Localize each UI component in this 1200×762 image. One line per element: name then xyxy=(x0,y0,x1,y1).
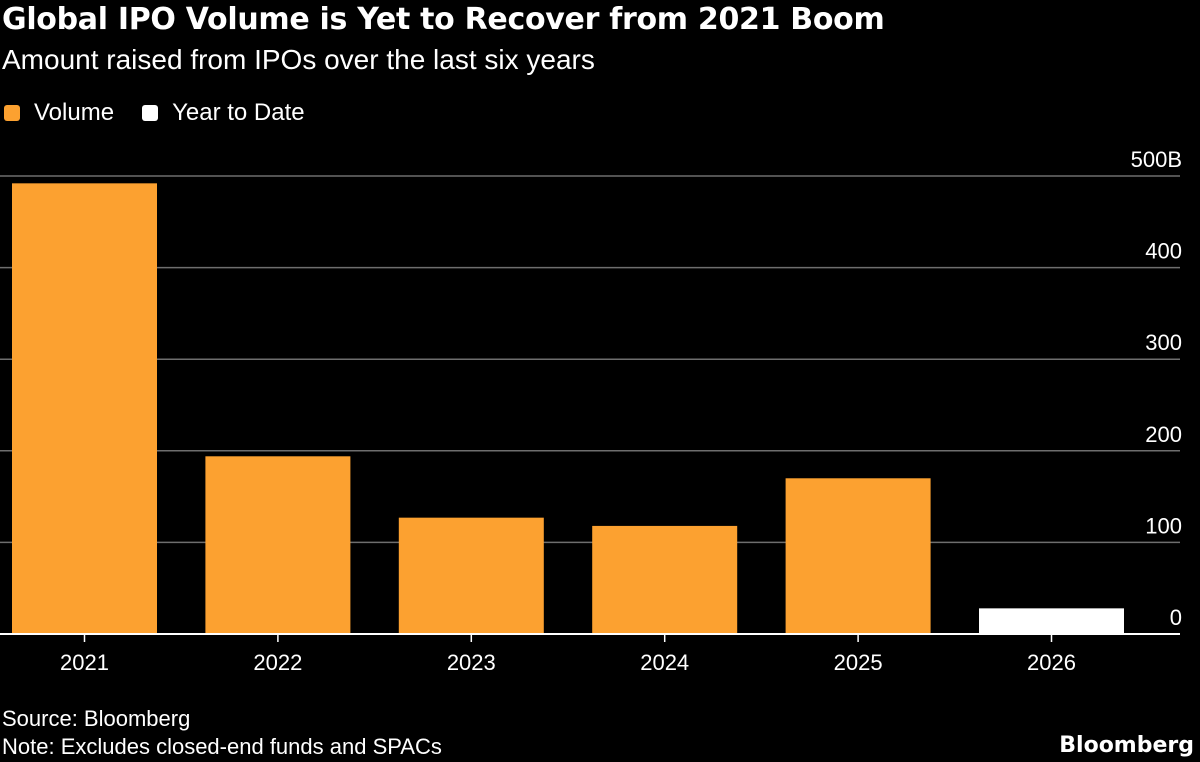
bar-volume-2021 xyxy=(12,183,157,634)
y-tick-label-100: 100 xyxy=(1145,513,1182,538)
x-tick-label-2022: 2022 xyxy=(253,650,302,675)
x-tick-label-2026: 2026 xyxy=(1027,650,1076,675)
chart-legend: Volume Year to Date xyxy=(4,99,333,127)
bloomberg-logo: Bloomberg xyxy=(1059,733,1194,758)
x-tick-label-2021: 2021 xyxy=(60,650,109,675)
y-tick-label-0: 0 xyxy=(1170,605,1182,630)
legend-label-volume: Volume xyxy=(34,99,115,126)
bar-chart: 0 100 200 300 400 500B 2021 2022 2023 2024 2025 202… xyxy=(0,147,1182,675)
y-tick-label-300: 300 xyxy=(1145,330,1182,355)
legend-item-volume: Volume xyxy=(4,99,114,127)
chart-title: Global IPO Volume is Yet to Recover from… xyxy=(2,2,885,37)
chart-subtitle: Amount raised from IPOs over the last si… xyxy=(2,44,595,75)
legend-item-year-to-date: Year to Date xyxy=(142,99,305,127)
y-tick-label-500: 500B xyxy=(1131,147,1182,172)
legend-swatch-year-to-date xyxy=(142,105,159,121)
source-note: Source: Bloomberg xyxy=(2,706,191,731)
bar-volume-2023 xyxy=(398,517,544,634)
legend-label-year-to-date: Year to Date xyxy=(172,99,305,126)
footnote: Note: Excludes closed-end funds and SPAC… xyxy=(2,734,442,759)
bar-volume-2024 xyxy=(592,525,738,634)
x-tick-label-2025: 2025 xyxy=(834,650,883,675)
bar-year-to-date-2026 xyxy=(979,608,1124,634)
x-tick-label-2023: 2023 xyxy=(447,650,496,675)
y-tick-label-400: 400 xyxy=(1145,239,1182,264)
legend-swatch-volume xyxy=(4,105,20,121)
y-tick-label-200: 200 xyxy=(1145,422,1182,447)
x-tick-label-2024: 2024 xyxy=(640,650,689,675)
bar-volume-2022 xyxy=(205,456,351,634)
bar-volume-2025 xyxy=(785,478,931,634)
